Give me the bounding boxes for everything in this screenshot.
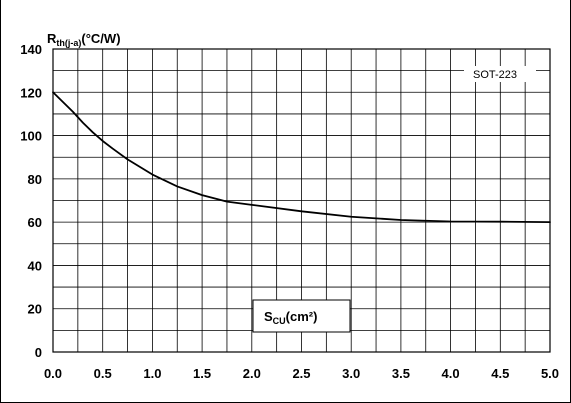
x-axis-label-sub: CU bbox=[273, 316, 286, 326]
x-axis-label-unit: (cm²) bbox=[286, 309, 318, 324]
y-tick-label: 40 bbox=[28, 258, 42, 273]
x-tick-label: 2.0 bbox=[243, 366, 261, 381]
plot-frame bbox=[52, 48, 551, 353]
y-tick-label: 80 bbox=[28, 172, 42, 187]
legend: SOT-223 bbox=[464, 66, 536, 82]
y-axis-label-sub: th(j-a) bbox=[56, 38, 81, 48]
x-tick-label: 5.0 bbox=[541, 366, 559, 381]
x-tick-label: 3.0 bbox=[342, 366, 360, 381]
x-axis-ticks: 0.0 0.5 1.0 1.5 2.0 2.5 3.0 3.5 4.0 4.5 5.0 bbox=[44, 366, 559, 381]
y-axis-label-unit: (°C/W) bbox=[81, 31, 120, 46]
x-tick-label: 3.5 bbox=[392, 366, 410, 381]
series-group bbox=[52, 91, 551, 224]
x-axis-label: SCU(cm²) bbox=[264, 309, 317, 326]
series-line bbox=[52, 91, 551, 224]
grid bbox=[53, 49, 550, 352]
legend-entry-label: SOT-223 bbox=[473, 69, 517, 81]
y-tick-label: 20 bbox=[28, 302, 42, 317]
y-axis-ticks: 0 20 40 60 80 100 120 140 bbox=[20, 42, 42, 360]
y-tick-label: 100 bbox=[20, 129, 42, 144]
x-axis-label-box: SCU(cm²) bbox=[252, 299, 351, 333]
x-tick-label: 2.5 bbox=[292, 366, 310, 381]
y-tick-label: 0 bbox=[35, 345, 42, 360]
x-tick-label: 0.0 bbox=[44, 366, 62, 381]
x-tick-label: 1.5 bbox=[193, 366, 211, 381]
plot-border bbox=[52, 48, 551, 353]
y-tick-label: 120 bbox=[20, 85, 42, 100]
x-tick-label: 1.0 bbox=[143, 366, 161, 381]
x-tick-label: 4.5 bbox=[491, 366, 509, 381]
y-tick-label: 60 bbox=[28, 215, 42, 230]
x-tick-label: 0.5 bbox=[94, 366, 112, 381]
x-axis-label-main: S bbox=[264, 309, 273, 324]
y-axis-label: Rth(j-a)(°C/W) bbox=[47, 31, 121, 48]
x-tick-label: 4.0 bbox=[442, 366, 460, 381]
y-tick-label: 140 bbox=[20, 42, 42, 57]
y-axis-label-main: R bbox=[47, 31, 57, 46]
